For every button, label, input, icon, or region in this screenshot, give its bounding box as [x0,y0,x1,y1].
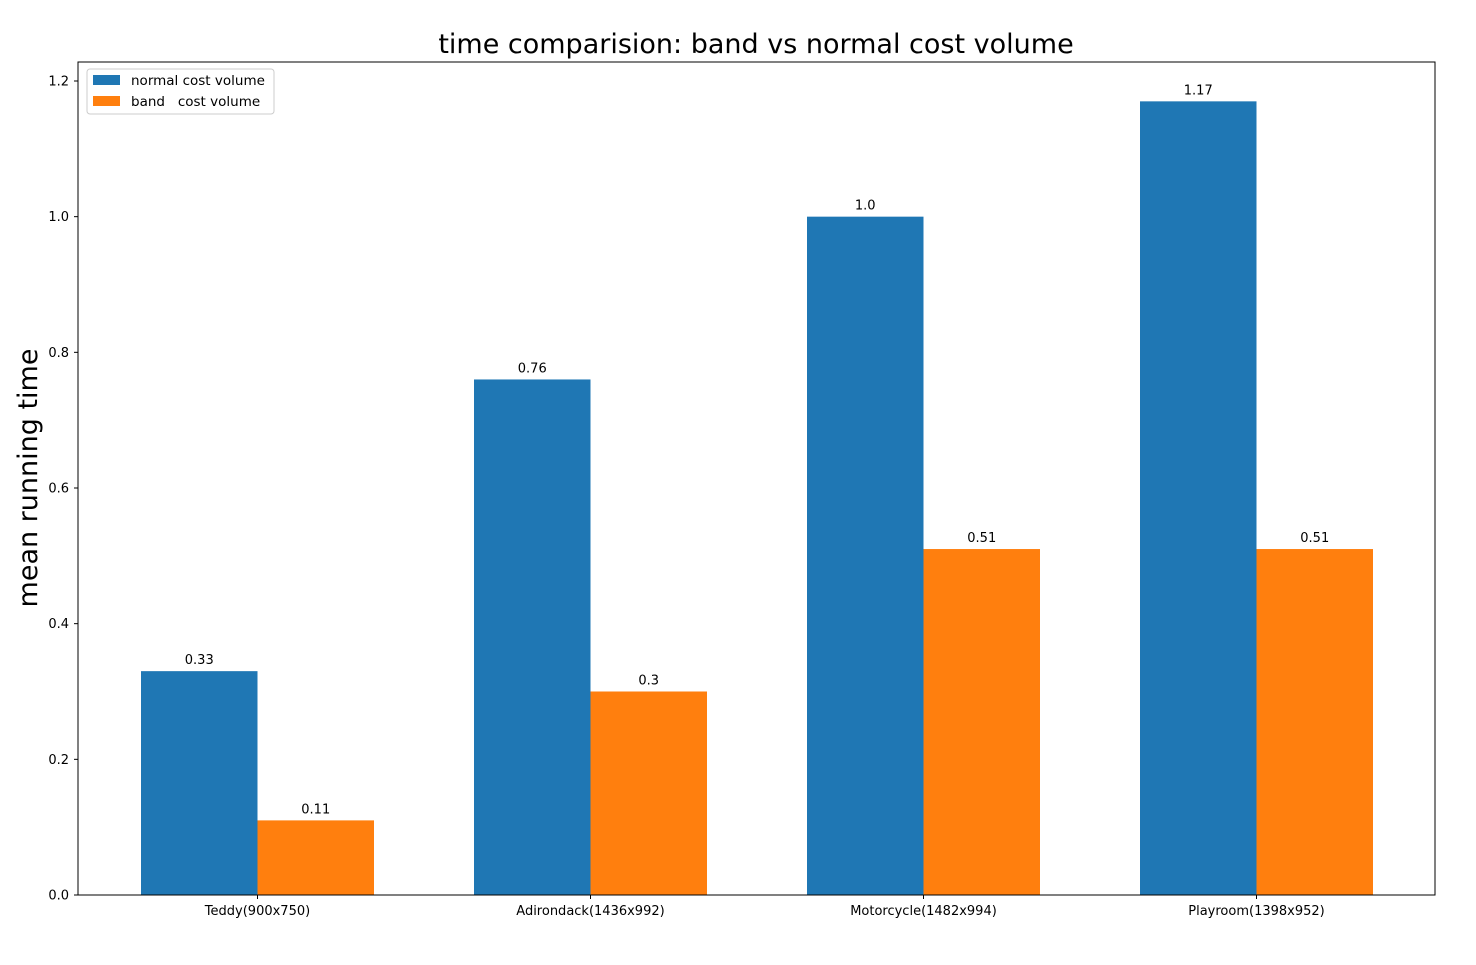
bar-band-cost-volume-motorcycle-1482x994 [923,549,1040,895]
bar-band-cost-volume-playroom-1398x952 [1256,549,1373,895]
x-tick-label: Adirondack(1436x992) [516,904,664,919]
value-labels-group: 0.33 0.11 0.76 0.3 1.0 0.51 1.17 0.51 [185,83,1329,817]
y-tick-label: 0.4 [48,617,69,632]
chart-title: time comparision: band vs normal cost vo… [438,29,1073,60]
value-label-band-cost-volume-teddy-900x750: 0.11 [301,802,330,817]
value-label-band-cost-volume-playroom-1398x952: 0.51 [1300,531,1329,546]
x-tick-label: Teddy(900x750) [204,904,310,919]
y-tick-label: 0.8 [48,346,69,361]
bar-normal-cost-volume-teddy-900x750 [141,671,258,895]
legend-swatch-normal-cost-volume [93,75,120,85]
bars-group [141,101,1373,896]
bar-normal-cost-volume-motorcycle-1482x994 [807,216,924,895]
legend: normal cost volume band cost volume [86,68,275,115]
x-tick-label: Playroom(1398x952) [1188,904,1324,919]
legend-label-normal-cost-volume: normal cost volume [131,73,265,89]
y-tick-label: 1.0 [48,210,69,225]
plot-frame [77,61,1436,896]
value-label-normal-cost-volume-adirondack-1436x992: 0.76 [518,361,547,376]
y-tick-label: 1.2 [48,74,69,89]
bar-normal-cost-volume-playroom-1398x952 [1140,101,1257,896]
y-axis-label: mean running time [13,349,44,608]
x-tick-label: Motorcycle(1482x994) [850,904,997,919]
value-label-band-cost-volume-motorcycle-1482x994: 0.51 [967,531,996,546]
legend-label-band-cost-volume: band cost volume [131,94,260,110]
y-tick-label: 0.0 [48,889,69,904]
value-label-normal-cost-volume-teddy-900x750: 0.33 [185,653,214,668]
value-label-normal-cost-volume-playroom-1398x952: 1.17 [1184,83,1213,98]
bar-band-cost-volume-adirondack-1436x992 [590,691,707,895]
legend-box [86,68,275,115]
y-tick-label: 0.2 [48,753,69,768]
x-axis-ticks: Teddy(900x750) Adirondack(1436x992) Motorc… [204,895,1325,919]
y-axis-ticks: 0.0 0.2 0.4 0.6 0.8 1.0 1.2 [48,74,78,904]
value-label-band-cost-volume-adirondack-1436x992: 0.3 [638,673,659,688]
legend-swatch-band-cost-volume [93,96,120,106]
value-label-normal-cost-volume-motorcycle-1482x994: 1.0 [855,199,876,214]
bar-normal-cost-volume-adirondack-1436x992 [474,379,591,896]
bar-band-cost-volume-teddy-900x750 [257,820,374,895]
y-tick-label: 0.6 [48,481,69,496]
